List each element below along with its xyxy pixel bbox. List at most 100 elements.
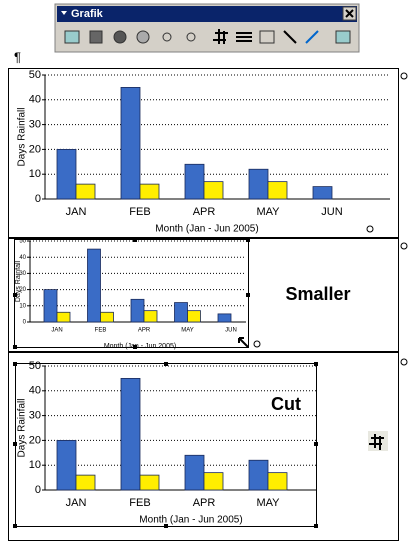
reset-picture-button[interactable] [335, 30, 351, 44]
crop-button[interactable] [213, 29, 228, 44]
y-axis-label: Days Rainfall [17, 108, 28, 167]
y-tick-label: 50 [19, 239, 26, 245]
more-brightness-button[interactable] [162, 32, 172, 42]
handle[interactable] [13, 345, 17, 349]
handle[interactable] [246, 293, 250, 297]
toolbar-menu-arrow[interactable] [61, 11, 67, 15]
handle[interactable] [314, 442, 318, 446]
less-brightness-button[interactable] [186, 32, 196, 42]
x-axis-label: Month (Jan - Jun 2005) [139, 515, 242, 526]
y-tick-label: 40 [19, 255, 26, 261]
set-transparent-button[interactable] [305, 30, 319, 44]
handle[interactable] [133, 238, 137, 242]
x-axis-label: Month (Jan - Jun 2005) [155, 224, 258, 235]
chart: 0 10 20 30 40 50 JAN FEB APR MAY JUN Days Rainfall M… [17, 69, 390, 235]
format-picture-button[interactable] [283, 30, 297, 44]
bar [75, 183, 96, 200]
annotation: Smaller [285, 284, 350, 304]
x-tick-label: FEB [95, 328, 107, 334]
y-tick-label: 50 [29, 360, 41, 372]
y-tick-label: 20 [19, 287, 26, 293]
x-tick-label: JUN [321, 206, 342, 218]
x-tick-label: APR [193, 497, 216, 509]
handle[interactable] [13, 442, 17, 446]
handle[interactable] [164, 524, 168, 528]
toolbar: Grafik [54, 3, 360, 53]
color-button[interactable] [89, 30, 103, 44]
bar [184, 454, 205, 491]
handle[interactable] [314, 362, 318, 366]
anchor-handle[interactable] [400, 72, 408, 80]
x-tick-label: FEB [129, 497, 150, 509]
bar [312, 186, 333, 200]
x-tick-label: MAY [256, 497, 280, 509]
bar [43, 289, 58, 323]
more-contrast-button[interactable] [113, 30, 127, 44]
bar [120, 87, 141, 200]
close-icon [345, 9, 354, 18]
crop-cursor [369, 434, 384, 450]
x-tick-label: JAN [51, 328, 62, 334]
chart: 0 10 20 30 40 50 JAN FEB APR MAY JUN Days Rainfall M… [15, 239, 351, 350]
bar [56, 439, 77, 491]
y-tick-label: 40 [29, 94, 41, 106]
y-tick-label: 0 [35, 484, 41, 496]
handle[interactable] [13, 524, 17, 528]
bar [100, 311, 114, 323]
x-tick-label: JUN [225, 328, 237, 334]
bar [217, 313, 232, 323]
annotation: Cut [271, 394, 301, 414]
toolbar-title: Grafik [71, 8, 104, 20]
paragraph-mark: ¶ [14, 49, 21, 64]
x-tick-label: MAY [181, 328, 194, 334]
x-tick-label: MAY [256, 206, 280, 218]
bar [120, 377, 141, 491]
x-tick-label: JAN [66, 206, 87, 218]
y-tick-label: 10 [29, 459, 41, 471]
anchor-handle[interactable] [400, 358, 408, 366]
bar [248, 168, 269, 200]
y-tick-label: 30 [19, 271, 26, 277]
bar [248, 459, 269, 491]
less-contrast-button[interactable] [136, 30, 150, 44]
y-tick-label: 40 [29, 385, 41, 397]
y-axis-label: Days Rainfall [15, 260, 22, 302]
y-axis-label: Days Rainfall [17, 399, 28, 458]
anchor-handle[interactable] [400, 242, 408, 250]
x-axis-label: Month (Jan - Jun 2005) [104, 343, 176, 350]
handle[interactable] [133, 345, 137, 349]
bar [87, 248, 101, 323]
chart-frame [8, 352, 399, 541]
handle[interactable] [13, 293, 17, 297]
handle[interactable] [314, 524, 318, 528]
bar [267, 181, 288, 200]
handle[interactable] [246, 238, 250, 242]
bar [56, 311, 71, 323]
line-style-button[interactable] [236, 32, 252, 42]
bar [187, 310, 201, 323]
bar [203, 181, 224, 200]
bar [143, 310, 158, 323]
text-wrap-button[interactable] [259, 30, 275, 44]
chart-frame [8, 238, 399, 352]
bar [184, 163, 205, 200]
bar [75, 474, 96, 491]
anchor-handle[interactable] [253, 340, 261, 348]
y-tick-label: 50 [29, 69, 41, 81]
bar [139, 474, 160, 491]
y-tick-label: 10 [19, 303, 26, 309]
selection-handles [13, 238, 318, 528]
chart-frame [8, 68, 399, 238]
handle[interactable] [164, 362, 168, 366]
y-tick-label: 10 [29, 168, 41, 180]
y-tick-label: 0 [23, 320, 27, 326]
toolbar-titlebar [57, 6, 357, 22]
crop-cursor-bg [368, 431, 388, 451]
y-tick-label: 30 [29, 410, 41, 422]
y-tick-label: 20 [29, 434, 41, 446]
insert-picture-button[interactable] [64, 30, 80, 44]
handle[interactable] [13, 362, 17, 366]
anchor-handle[interactable] [366, 225, 374, 233]
